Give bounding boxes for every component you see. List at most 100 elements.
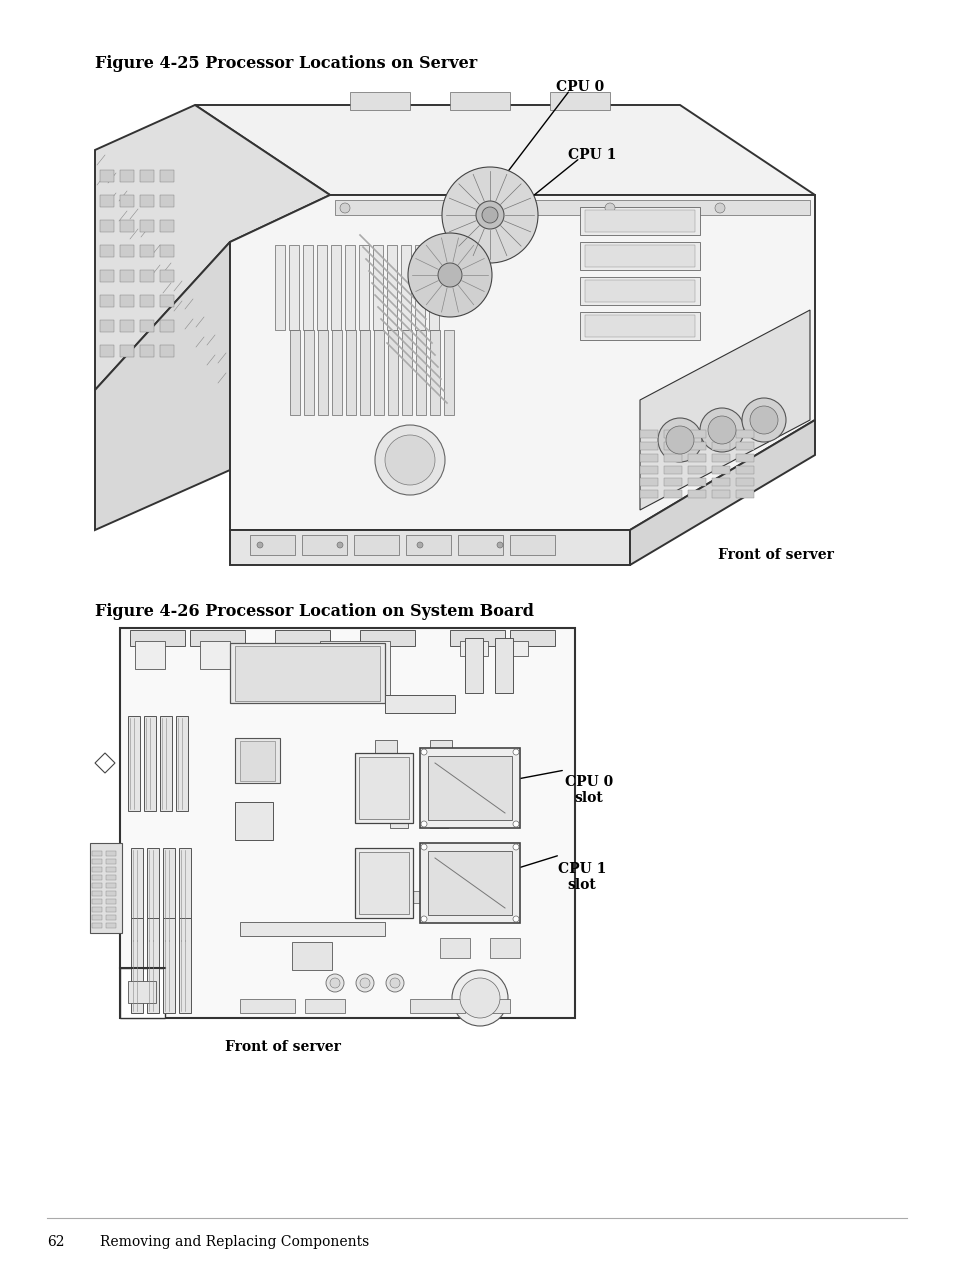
Bar (319, 641, 390, 697)
Polygon shape (358, 245, 369, 330)
Bar (735, 491, 753, 498)
Bar (120, 320, 133, 332)
Bar (120, 220, 133, 233)
Bar (495, 638, 513, 693)
Bar (430, 740, 452, 758)
Bar (639, 491, 658, 498)
Bar (120, 628, 575, 1018)
Bar (234, 646, 379, 702)
Bar (550, 92, 609, 111)
Circle shape (256, 541, 263, 548)
Polygon shape (230, 530, 629, 566)
Polygon shape (290, 330, 299, 416)
Bar (354, 535, 398, 555)
Bar (711, 442, 729, 450)
Circle shape (707, 416, 735, 444)
Polygon shape (335, 200, 809, 215)
Bar (135, 641, 165, 669)
Bar (390, 763, 408, 827)
Bar (305, 999, 345, 1013)
Bar (428, 756, 512, 820)
Polygon shape (230, 194, 814, 530)
Circle shape (420, 844, 427, 850)
Bar (687, 430, 705, 438)
Polygon shape (95, 105, 330, 390)
Circle shape (336, 541, 343, 548)
Circle shape (437, 263, 461, 287)
Bar (375, 775, 396, 793)
Bar (120, 170, 133, 182)
Bar (459, 641, 488, 656)
Polygon shape (304, 330, 314, 416)
Polygon shape (401, 330, 412, 416)
Bar (475, 999, 510, 1013)
Polygon shape (443, 330, 454, 416)
Bar (160, 245, 173, 257)
Bar (250, 535, 294, 555)
Polygon shape (629, 419, 814, 566)
Circle shape (604, 203, 615, 214)
Bar (120, 344, 133, 357)
Polygon shape (194, 105, 814, 194)
Bar (358, 852, 409, 914)
Bar (450, 630, 504, 646)
Bar (240, 999, 294, 1013)
Bar (358, 758, 409, 819)
Bar (663, 478, 681, 486)
Bar (144, 716, 156, 811)
Bar (663, 442, 681, 450)
Bar (663, 454, 681, 461)
Bar (140, 245, 153, 257)
Bar (419, 843, 519, 923)
Text: 62: 62 (47, 1235, 65, 1249)
Bar (160, 716, 172, 811)
Bar (140, 194, 153, 207)
Circle shape (390, 977, 399, 988)
Bar (106, 852, 116, 855)
Text: Front of server: Front of server (225, 1040, 340, 1054)
Polygon shape (373, 245, 382, 330)
Bar (639, 442, 658, 450)
Bar (100, 245, 113, 257)
Polygon shape (289, 245, 298, 330)
Circle shape (408, 233, 492, 316)
Bar (131, 918, 143, 1013)
Circle shape (741, 398, 785, 442)
Bar (128, 981, 156, 1003)
Circle shape (359, 977, 370, 988)
Bar (90, 843, 122, 933)
Text: Figure 4-25 Processor Locations on Server: Figure 4-25 Processor Locations on Serve… (95, 55, 477, 72)
Bar (490, 938, 519, 958)
Bar (359, 630, 415, 646)
Bar (106, 859, 116, 864)
Bar (735, 454, 753, 461)
Bar (687, 478, 705, 486)
Circle shape (513, 749, 518, 755)
Bar (100, 320, 113, 332)
Polygon shape (303, 245, 313, 330)
Polygon shape (317, 330, 328, 416)
Bar (100, 269, 113, 282)
Bar (406, 535, 451, 555)
Bar (711, 491, 729, 498)
Bar (106, 874, 116, 880)
Circle shape (330, 977, 339, 988)
Bar (140, 220, 153, 233)
Bar (100, 194, 113, 207)
Bar (147, 918, 159, 1013)
Circle shape (326, 974, 344, 991)
Bar (292, 942, 332, 970)
Bar (147, 848, 159, 943)
Bar (120, 969, 165, 1018)
Polygon shape (332, 330, 341, 416)
Bar (639, 454, 658, 461)
Bar (385, 695, 455, 713)
Bar (274, 630, 330, 646)
Bar (120, 269, 133, 282)
Circle shape (420, 916, 427, 921)
Bar (663, 491, 681, 498)
Bar (140, 295, 153, 308)
Bar (120, 194, 133, 207)
Bar (91, 923, 102, 928)
Bar (687, 466, 705, 474)
